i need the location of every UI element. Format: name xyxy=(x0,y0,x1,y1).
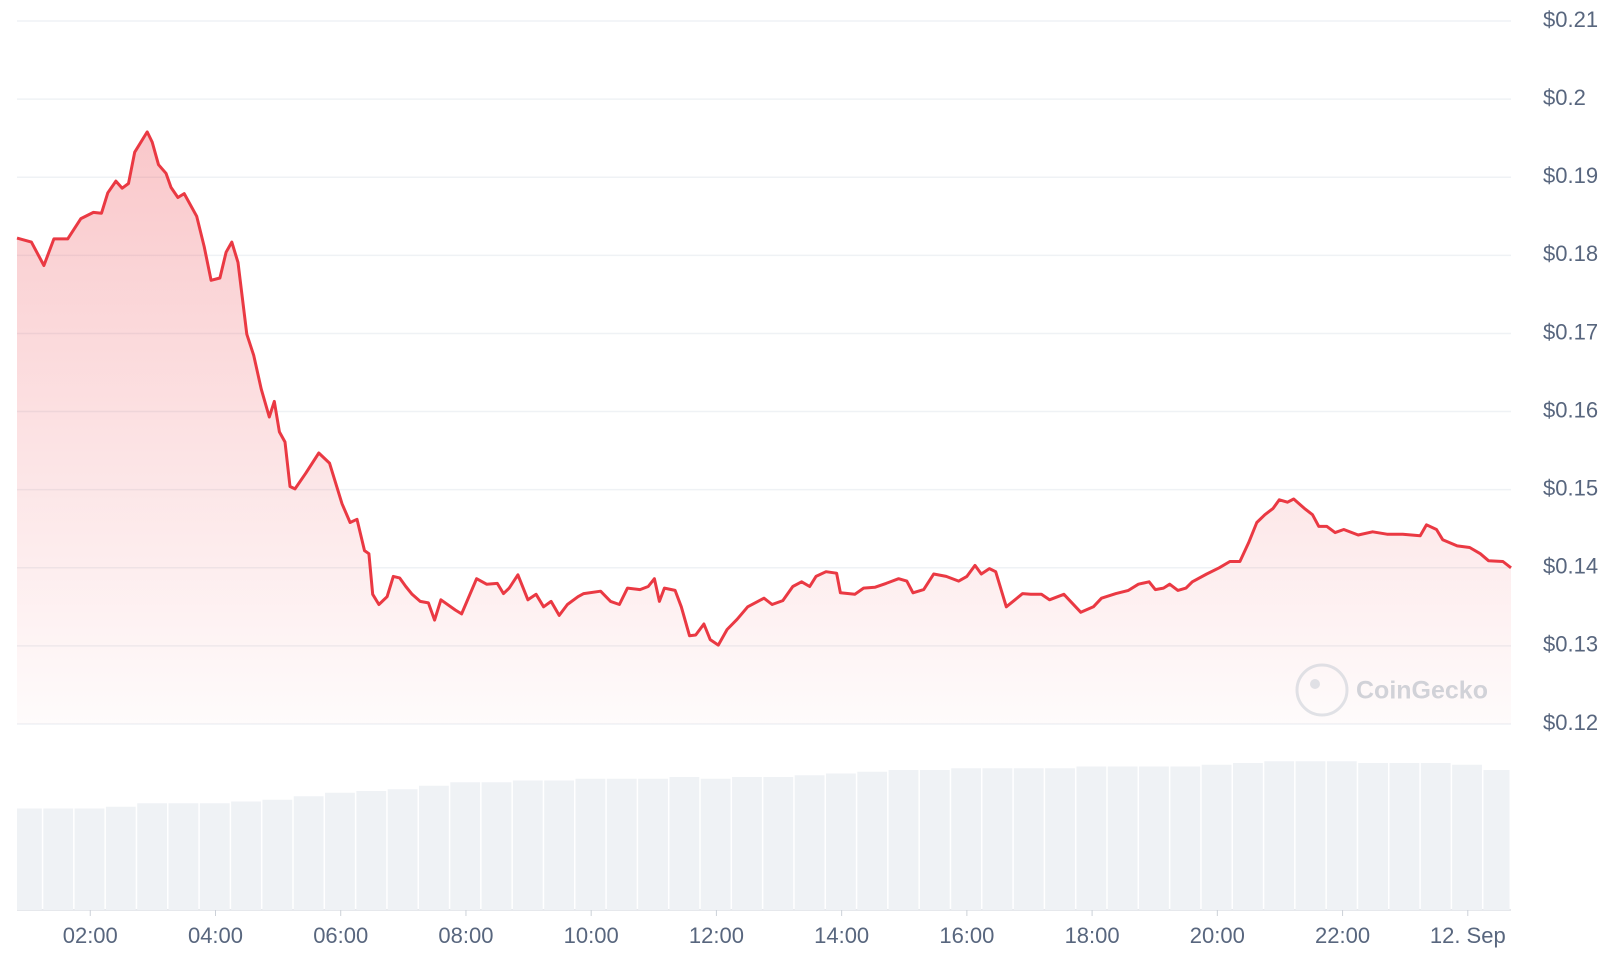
y-tick-label: $0.14 xyxy=(1543,554,1598,579)
x-tick-label: 02:00 xyxy=(63,923,118,948)
volume-bar xyxy=(919,770,950,910)
y-tick-label: $0.12 xyxy=(1543,710,1598,735)
volume-bar xyxy=(544,780,575,910)
y-tick-label: $0.2 xyxy=(1543,85,1586,110)
volume-bar xyxy=(1139,766,1169,910)
watermark: CoinGecko xyxy=(1295,663,1488,717)
volume-bar xyxy=(1232,763,1263,910)
volume-bar xyxy=(1452,764,1482,910)
volume-bar xyxy=(575,778,606,910)
volume-bar xyxy=(450,782,481,910)
price-line xyxy=(16,130,1512,647)
watermark-logo-eye xyxy=(1310,679,1320,689)
volume-bar xyxy=(700,778,731,910)
price-line-path xyxy=(16,130,1512,647)
volume-bar xyxy=(794,775,825,910)
x-tick-label: 16:00 xyxy=(939,923,994,948)
volume-bar xyxy=(231,801,261,910)
x-tick-label: 10:00 xyxy=(564,923,619,948)
watermark-logo xyxy=(1295,663,1349,717)
volume-bar xyxy=(481,782,512,910)
volume-bar xyxy=(1201,764,1232,910)
volume-bar xyxy=(857,771,888,910)
volume-bar xyxy=(74,808,105,910)
y-tick-label: $0.17 xyxy=(1543,319,1598,344)
x-tick-label: 12:00 xyxy=(689,923,744,948)
watermark-text: CoinGecko xyxy=(1356,677,1488,705)
volume-bar xyxy=(763,777,794,910)
volume-bars xyxy=(17,761,1510,910)
volume-bar xyxy=(1264,761,1295,910)
volume-bar xyxy=(168,803,199,910)
axis-labels: $0.12 $0.13 $0.14 $0.15 $0.16 $0.17 $0.18 $0.19… xyxy=(63,7,1598,948)
y-tick-label: $0.21 xyxy=(1543,7,1598,32)
volume-bar xyxy=(325,792,355,910)
y-tick-label: $0.13 xyxy=(1543,632,1598,657)
volume-bar xyxy=(105,806,136,910)
volume-bar xyxy=(825,773,856,910)
price-area xyxy=(17,131,1511,724)
volume-bar xyxy=(43,808,74,910)
x-tick-label: 18:00 xyxy=(1065,923,1120,948)
volume-bar xyxy=(1045,768,1075,910)
volume-bar xyxy=(1483,770,1510,910)
volume-bar xyxy=(356,791,387,910)
volume-bar xyxy=(137,803,168,910)
x-tick-label: 06:00 xyxy=(313,923,368,948)
volume-bar xyxy=(387,789,418,910)
volume-bar xyxy=(1326,761,1357,910)
volume-bar xyxy=(1389,763,1420,910)
volume-bar xyxy=(669,777,700,910)
volume-bar xyxy=(606,778,637,910)
y-tick-label: $0.19 xyxy=(1543,163,1598,188)
volume-bar xyxy=(951,768,982,910)
x-tick-label: 20:00 xyxy=(1190,923,1245,948)
volume-bar xyxy=(1107,766,1138,910)
volume-bar xyxy=(1295,761,1326,910)
volume-bar xyxy=(293,796,324,910)
x-tick-label: 08:00 xyxy=(438,923,493,948)
volume-bar xyxy=(1358,763,1389,910)
volume-bar xyxy=(1420,763,1451,910)
volume-bar xyxy=(17,808,42,910)
y-tick-label: $0.18 xyxy=(1543,241,1598,266)
volume-bar xyxy=(1076,766,1107,910)
volume-bar xyxy=(512,780,543,910)
y-tick-label: $0.16 xyxy=(1543,397,1598,422)
y-tick-label: $0.15 xyxy=(1543,475,1598,500)
volume-bar xyxy=(418,785,449,910)
volume-bar xyxy=(638,778,668,910)
volume-bar xyxy=(732,777,762,910)
volume-bar xyxy=(888,770,919,910)
volume-bar xyxy=(982,768,1013,910)
x-tick-label: 04:00 xyxy=(188,923,243,948)
volume-bar xyxy=(1170,766,1201,910)
price-area-fill xyxy=(17,131,1511,724)
volume-bar xyxy=(1013,768,1044,910)
x-tick-label: 12. Sep xyxy=(1430,923,1506,948)
x-tick-label: 14:00 xyxy=(814,923,869,948)
x-tick-label: 22:00 xyxy=(1315,923,1370,948)
volume-bar xyxy=(262,799,293,910)
volume-bar xyxy=(199,803,230,910)
